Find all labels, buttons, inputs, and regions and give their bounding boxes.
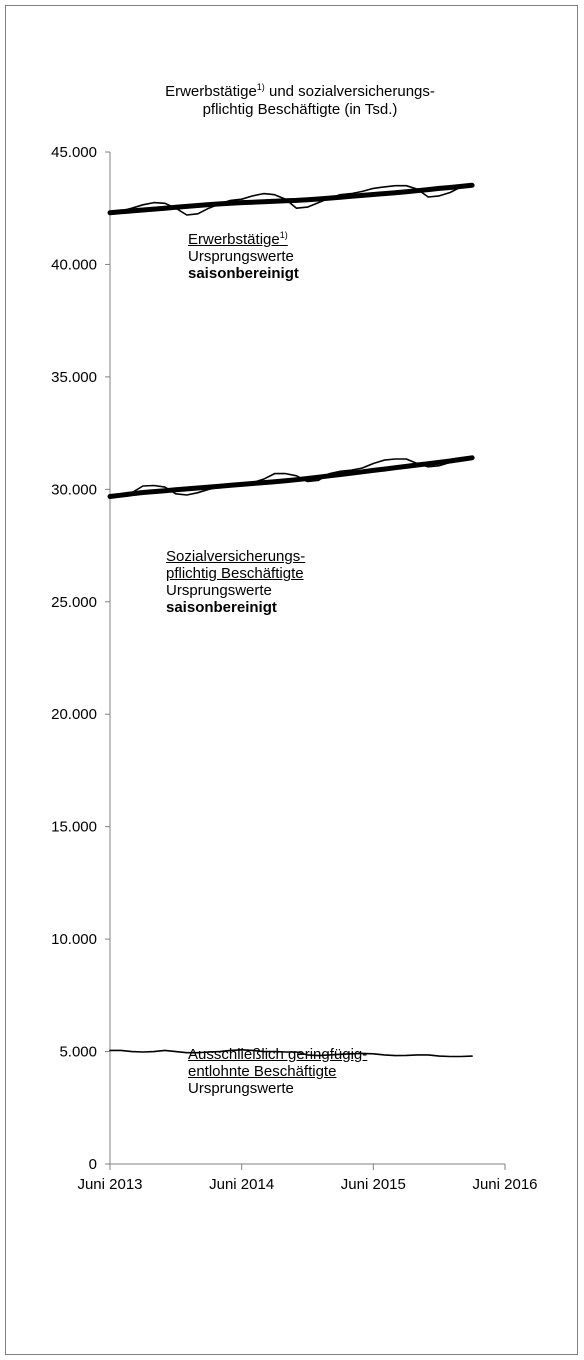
y-tick-label: 30.000 [51, 481, 97, 498]
title-part1: Erwerbstätige [165, 83, 257, 100]
title-part2: und sozialversicherungs- [264, 83, 435, 100]
y-tick-label: 5.000 [59, 1044, 97, 1061]
erwerb-annotation: Erwerbstätige1) Ursprungswerte saisonber… [188, 227, 299, 282]
series-line-2 [109, 455, 473, 499]
y-tick-label: 25.000 [51, 594, 97, 611]
svb-label-line1: Sozialversicherungs- [166, 548, 306, 565]
gb-annotation: Ausschließlich geringfügig- entlohnte Be… [188, 1046, 367, 1097]
y-tick-label: 0 [89, 1156, 97, 1173]
erwerb-footnote: 1) [279, 230, 288, 240]
chart-title: Erwerbstätige1) und sozialversicherungs-… [100, 78, 500, 119]
svb-orig-label: Ursprungswerte [166, 582, 272, 599]
y-tick-label: 45.000 [51, 144, 97, 161]
x-tick-label: Juni 2014 [209, 1176, 274, 1193]
x-tick-label: Juni 2015 [341, 1176, 406, 1193]
gb-label-line1: Ausschließlich geringfügig- [188, 1046, 368, 1063]
y-tick-label: 35.000 [51, 369, 97, 386]
y-tick-label: 40.000 [51, 256, 97, 273]
gb-label-line2: entlohnte Beschäftigte [188, 1063, 337, 1080]
y-tick-label: 10.000 [51, 931, 97, 948]
series-line-4 [109, 1049, 473, 1058]
title-footnote: 1) [256, 82, 265, 92]
erwerb-sa-label: saisonbereinigt [188, 265, 299, 282]
title-line2: pflichtig Beschäftigte (in Tsd.) [202, 101, 398, 118]
series-line-0 [109, 184, 473, 216]
x-tick-label: Juni 2016 [472, 1176, 537, 1193]
x-tick-label: Juni 2013 [77, 1176, 142, 1193]
y-tick-label: 15.000 [51, 819, 97, 836]
chart-frame [5, 5, 578, 1355]
svb-label-line2: pflichtig Beschäftigte [166, 565, 304, 582]
erwerb-orig-label: Ursprungswerte [188, 248, 294, 265]
svb-annotation: Sozialversicherungs- pflichtig Beschäfti… [166, 548, 305, 616]
svb-sa-label: saisonbereinigt [166, 599, 277, 616]
y-tick-label: 20.000 [51, 706, 97, 723]
erwerb-label: Erwerbstätige [188, 231, 280, 248]
series-line-1 [107, 182, 475, 216]
gb-orig-label: Ursprungswerte [188, 1080, 294, 1097]
